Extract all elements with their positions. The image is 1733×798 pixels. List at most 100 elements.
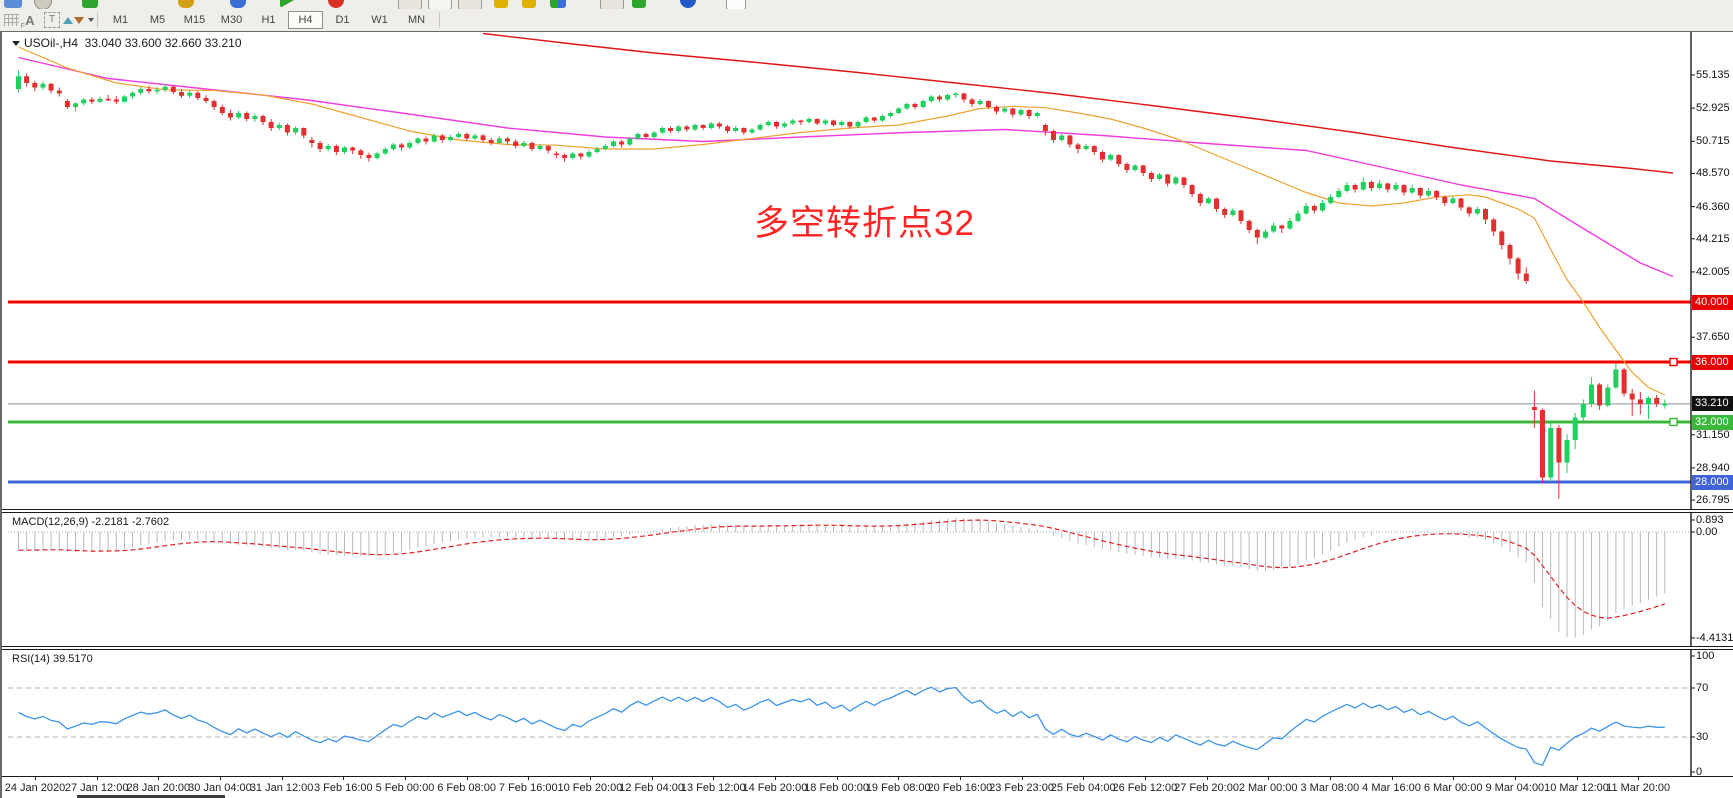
timeframe-button-m5[interactable]: M5 — [149, 14, 166, 26]
price-badge-36.000: 36.000 — [1692, 354, 1733, 370]
price-tick-label: 31.150 — [1696, 428, 1730, 441]
time-tick-label: 7 Feb 16:00 — [498, 782, 558, 794]
dropdown-caret-icon — [87, 18, 94, 22]
time-tick-mark — [219, 777, 221, 780]
new-order-icon[interactable] — [4, 0, 22, 8]
timeframe-button-m1[interactable]: M1 — [112, 14, 129, 26]
cylinder-icon[interactable] — [178, 0, 194, 8]
zoom-icon[interactable] — [34, 0, 52, 9]
arrow-up-glyph — [62, 16, 73, 24]
symbol-dropdown-icon[interactable] — [12, 40, 20, 46]
zoom-in-icon[interactable] — [494, 0, 508, 8]
panel-splitter[interactable] — [2, 646, 1733, 650]
panel-splitter[interactable] — [2, 509, 1733, 513]
timeframe-button-w1[interactable]: W1 — [371, 14, 388, 26]
time-tick-mark — [281, 777, 283, 780]
time-tick-mark — [96, 777, 98, 780]
price-tick-label: 55.135 — [1696, 68, 1730, 81]
text-label-icon[interactable]: A — [25, 12, 35, 28]
add-indicator-icon[interactable] — [632, 0, 646, 8]
rsi-tick-label: 100 — [1696, 650, 1715, 662]
chart-title: USOil-,H4 33.040 33.600 32.660 33.210 — [12, 36, 242, 50]
price-tick-label: 42.005 — [1696, 265, 1730, 278]
time-tick-label: 3 Feb 16:00 — [313, 782, 373, 794]
add-chart-icon[interactable] — [82, 0, 98, 8]
zoom-out-icon[interactable] — [522, 0, 536, 8]
period-sphere-icon[interactable] — [680, 0, 696, 8]
time-tick-mark — [35, 777, 36, 780]
timeframe-button-m30[interactable]: M30 — [220, 14, 243, 26]
time-tick-mark — [1391, 777, 1393, 780]
price-tick-label: 48.570 — [1696, 167, 1730, 180]
indicators-icon[interactable] — [600, 0, 624, 9]
macd-tick-label: -4.4131 — [1696, 631, 1733, 644]
macd-signal-line — [18, 519, 1665, 619]
time-tick-mark — [528, 777, 530, 780]
time-tick-label: 6 Mar 00:00 — [1423, 782, 1483, 794]
price-badge-28.000: 28.000 — [1692, 474, 1733, 490]
time-tick-label: 19 Feb 08:00 — [865, 782, 931, 794]
chart-type-line-button[interactable] — [458, 0, 482, 9]
time-tick-label: 25 Feb 04:00 — [1050, 782, 1116, 794]
timeframe-button-d1[interactable]: D1 — [335, 14, 350, 26]
macd-tick-label: 0.00 — [1696, 526, 1718, 538]
text-object-icon[interactable]: T — [41, 11, 63, 29]
toolbar-separator — [439, 12, 440, 28]
crosshair-icon[interactable]: F — [4, 14, 25, 30]
price-badge-32.000: 32.000 — [1692, 414, 1733, 430]
arrow-down-glyph — [73, 16, 84, 24]
time-tick-label: 27 Jan 12:00 — [64, 782, 129, 794]
price-tick-label: 44.215 — [1696, 232, 1730, 245]
timeframe-button-m15[interactable]: M15 — [183, 14, 206, 26]
chart-type-candle-button[interactable] — [428, 0, 452, 9]
timeframe-group: M1 M5 M15 M30 H1 H4 D1 W1 MN — [102, 11, 435, 29]
play-icon[interactable] — [280, 0, 294, 8]
time-tick-label: 10 Mar 12:00 — [1544, 782, 1609, 794]
time-tick-mark — [1576, 777, 1578, 780]
tile-windows-icon[interactable] — [550, 0, 566, 8]
time-tick-mark — [1268, 777, 1270, 780]
time-tick-label: 18 Feb 00:00 — [804, 782, 869, 794]
time-tick-mark — [589, 777, 591, 780]
arrows-tool-icon[interactable] — [62, 11, 94, 29]
timeframe-button-h1[interactable]: H1 — [261, 14, 276, 26]
time-tick-mark — [1206, 777, 1208, 780]
rsi-line — [18, 686, 1665, 766]
horizontal-scrollbar-thumb[interactable] — [77, 795, 225, 798]
chart-annotation-text[interactable]: 多空转折点32 — [754, 204, 975, 243]
stop-icon[interactable] — [328, 0, 344, 8]
time-tick-label: 3 Mar 08:00 — [1300, 782, 1360, 794]
time-tick-label: 26 Feb 12:00 — [1112, 782, 1178, 794]
time-tick-label: 27 Feb 20:00 — [1174, 782, 1239, 794]
time-tick-label: 14 Feb 20:00 — [742, 782, 808, 794]
time-tick-label: 28 Jan 20:00 — [126, 782, 191, 794]
navigator-icon[interactable] — [230, 0, 246, 8]
template-icon[interactable] — [726, 0, 746, 9]
time-tick-mark — [898, 777, 900, 780]
time-tick-mark — [158, 777, 160, 780]
macd-canvas[interactable] — [2, 32, 1733, 798]
time-tick-label: 2 Mar 00:00 — [1238, 782, 1298, 794]
timeframe-button-mn[interactable]: MN — [407, 14, 426, 26]
chart-title-text: USOil-,H4 33.040 33.600 32.660 33.210 — [24, 36, 242, 50]
time-tick-mark — [1638, 777, 1640, 780]
time-tick-mark — [1021, 777, 1023, 780]
price-tick-label: 50.715 — [1696, 135, 1730, 148]
time-tick-mark — [343, 777, 345, 780]
time-tick-label: 11 Mar 20:00 — [1606, 782, 1671, 794]
price-chart-canvas[interactable] — [2, 32, 1733, 798]
chart-type-bar-button[interactable] — [398, 0, 422, 9]
time-tick-mark — [1514, 777, 1516, 780]
timeframe-button-h4[interactable]: H4 — [288, 11, 323, 29]
time-tick-mark — [713, 777, 715, 780]
rsi-canvas[interactable] — [2, 32, 1733, 798]
price-badge-33.210: 33.210 — [1692, 396, 1733, 412]
time-tick-label: 23 Feb 23:00 — [989, 782, 1054, 794]
time-tick-label: 6 Feb 08:00 — [437, 782, 496, 794]
price-badge-40.000: 40.000 — [1692, 294, 1733, 310]
time-tick-mark — [1144, 777, 1146, 780]
time-tick-mark — [1083, 777, 1085, 780]
time-tick-label: 4 Mar 16:00 — [1362, 782, 1421, 794]
rsi-tick-label: 70 — [1696, 682, 1709, 694]
time-tick-label: 24 Jan 2020 — [4, 782, 66, 794]
